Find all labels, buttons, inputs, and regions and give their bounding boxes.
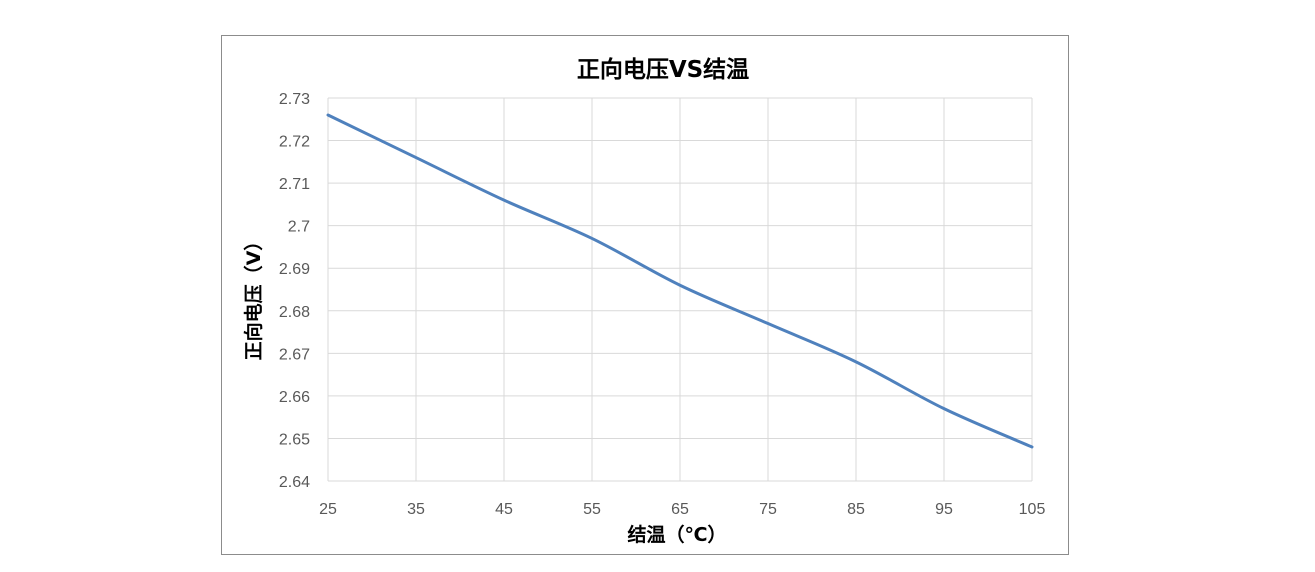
x-tick-label: 105 bbox=[1019, 501, 1046, 518]
y-tick-label: 2.68 bbox=[279, 304, 310, 321]
x-axis-label: 结温（℃） bbox=[627, 523, 726, 546]
y-tick-label: 2.66 bbox=[279, 389, 310, 406]
series-line-0 bbox=[326, 113, 1034, 449]
y-tick-label: 2.7 bbox=[288, 219, 310, 236]
x-tick-label: 85 bbox=[847, 501, 865, 518]
y-tick-label: 2.67 bbox=[279, 346, 310, 363]
y-tick-label: 2.72 bbox=[279, 134, 310, 151]
y-tick-label: 2.64 bbox=[279, 474, 310, 491]
chart-frame bbox=[221, 35, 1069, 555]
x-tick-label: 45 bbox=[495, 501, 513, 518]
x-tick-label: 55 bbox=[583, 501, 601, 518]
chart-title: 正向电压VS结温 bbox=[577, 56, 749, 83]
x-tick-labels: 25 35 45 55 65 75 85 95 105 bbox=[319, 501, 1045, 518]
grid bbox=[327, 97, 1033, 482]
y-tick-label: 2.71 bbox=[279, 176, 310, 193]
series-lines bbox=[326, 113, 1034, 449]
x-tick-label: 25 bbox=[319, 501, 337, 518]
y-axis-label: 正向电压（V） bbox=[242, 232, 265, 361]
x-tick-label: 95 bbox=[935, 501, 953, 518]
x-tick-label: 35 bbox=[407, 501, 425, 518]
y-tick-labels: 2.64 2.65 2.66 2.67 2.68 2.69 2.7 2.71 2.72 2.73 bbox=[279, 91, 310, 491]
y-tick-label: 2.65 bbox=[279, 431, 310, 448]
y-tick-label: 2.69 bbox=[279, 261, 310, 278]
x-tick-label: 75 bbox=[759, 501, 777, 518]
x-tick-label: 65 bbox=[671, 501, 689, 518]
y-tick-label: 2.73 bbox=[279, 91, 310, 108]
